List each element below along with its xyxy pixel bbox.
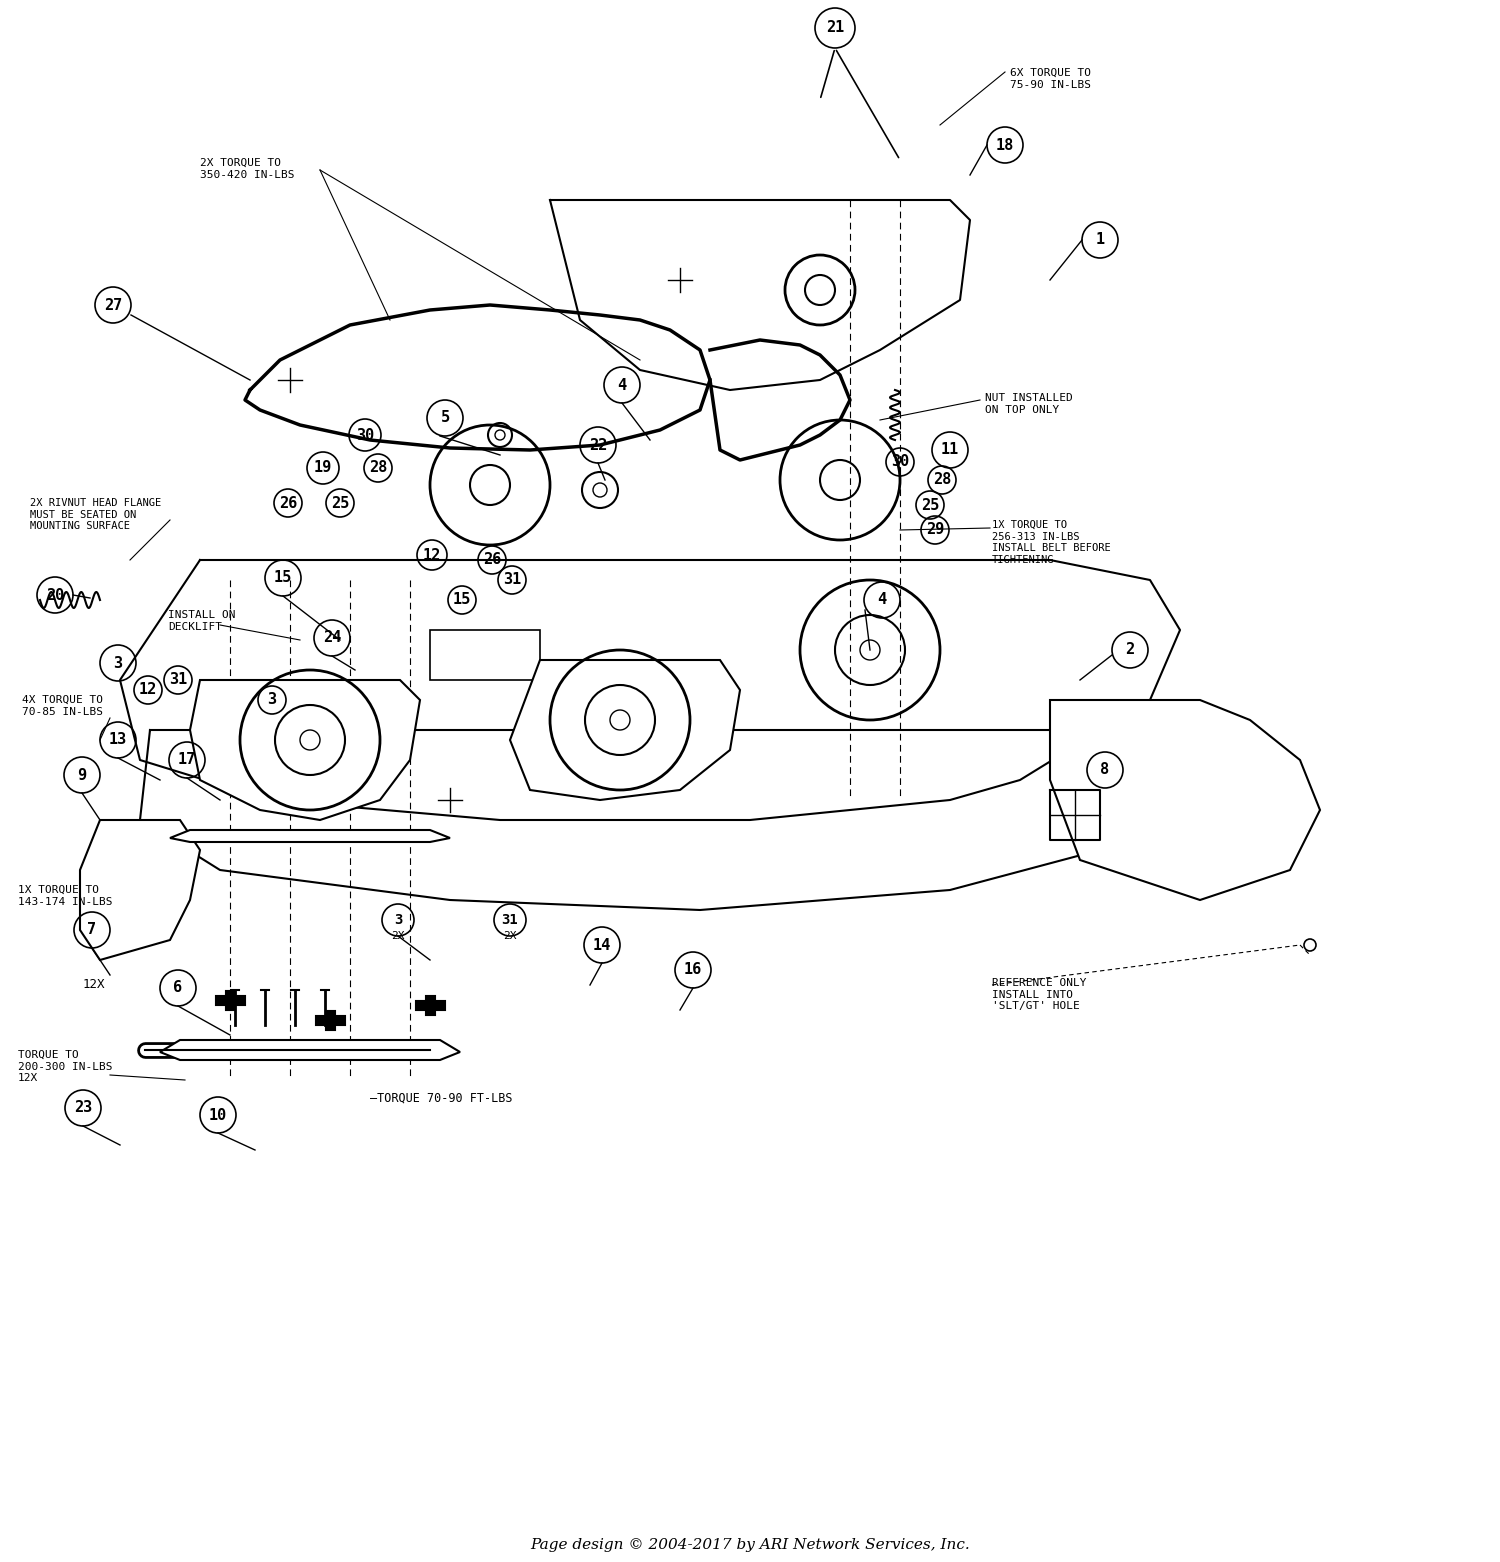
Text: REFERENCE ONLY
INSTALL INTO
'SLT/GT' HOLE: REFERENCE ONLY INSTALL INTO 'SLT/GT' HOL… (992, 978, 1086, 1011)
Text: 9: 9 (78, 767, 87, 783)
Text: 13: 13 (110, 733, 128, 748)
Text: 12X: 12X (82, 978, 105, 992)
Text: 12: 12 (423, 548, 441, 562)
Text: 11: 11 (940, 442, 958, 458)
Text: 4: 4 (878, 592, 886, 608)
Text: 16: 16 (684, 962, 702, 978)
Text: 18: 18 (996, 137, 1014, 153)
Text: 6X TORQUE TO
75-90 IN-LBS: 6X TORQUE TO 75-90 IN-LBS (1010, 69, 1090, 89)
Text: 1: 1 (1095, 233, 1104, 247)
Text: 27: 27 (104, 297, 122, 312)
Text: 29: 29 (926, 523, 944, 537)
Text: 25: 25 (921, 498, 939, 512)
Text: 4: 4 (618, 378, 627, 392)
Polygon shape (140, 729, 1170, 911)
Text: 1X TORQUE TO
143-174 IN-LBS: 1X TORQUE TO 143-174 IN-LBS (18, 886, 112, 906)
Text: 3: 3 (267, 692, 276, 708)
Text: 31: 31 (501, 914, 519, 926)
Text: 6: 6 (174, 981, 183, 995)
Text: 31: 31 (170, 673, 188, 687)
Text: 12: 12 (140, 683, 158, 698)
Text: 15: 15 (274, 570, 292, 586)
Text: Page design © 2004-2017 by ARI Network Services, Inc.: Page design © 2004-2017 by ARI Network S… (530, 1539, 970, 1553)
Text: 1X TORQUE TO
256-313 IN-LBS
INSTALL BELT BEFORE
TIGHTENING: 1X TORQUE TO 256-313 IN-LBS INSTALL BELT… (992, 520, 1110, 565)
Text: 2X: 2X (503, 931, 516, 940)
Text: 26: 26 (279, 495, 297, 511)
Polygon shape (170, 829, 450, 842)
Text: 17: 17 (178, 753, 196, 767)
Polygon shape (120, 561, 1180, 820)
Polygon shape (550, 200, 970, 390)
Text: 21: 21 (827, 20, 844, 36)
Text: 2X TORQUE TO
350-420 IN-LBS: 2X TORQUE TO 350-420 IN-LBS (200, 158, 294, 180)
Text: 26: 26 (483, 553, 501, 567)
Text: INSTALL ON
DECKLIFT: INSTALL ON DECKLIFT (168, 611, 236, 631)
Text: 24: 24 (322, 631, 340, 645)
Text: ARI: ARI (591, 700, 909, 862)
Text: 3: 3 (114, 656, 123, 670)
Text: 5: 5 (441, 411, 450, 425)
Polygon shape (80, 820, 200, 961)
Text: 31: 31 (503, 573, 520, 587)
Text: 10: 10 (209, 1107, 226, 1123)
Text: 7: 7 (87, 923, 96, 937)
Text: 28: 28 (933, 472, 951, 487)
Text: 8: 8 (1101, 762, 1110, 778)
Text: 22: 22 (590, 437, 608, 453)
Text: 2X RIVNUT HEAD FLANGE
MUST BE SEATED ON
MOUNTING SURFACE: 2X RIVNUT HEAD FLANGE MUST BE SEATED ON … (30, 498, 162, 531)
Text: NUT INSTALLED
ON TOP ONLY: NUT INSTALLED ON TOP ONLY (986, 394, 1072, 414)
Polygon shape (160, 1040, 460, 1061)
Text: 20: 20 (46, 587, 64, 603)
Text: 19: 19 (314, 461, 332, 475)
Text: 28: 28 (369, 461, 387, 475)
Text: 2: 2 (1125, 642, 1134, 658)
Text: 4X TORQUE TO
70-85 IN-LBS: 4X TORQUE TO 70-85 IN-LBS (22, 695, 104, 717)
Text: 14: 14 (592, 937, 610, 953)
Text: 15: 15 (453, 592, 471, 608)
Text: 3: 3 (394, 914, 402, 926)
Text: —TORQUE 70-90 FT-LBS: —TORQUE 70-90 FT-LBS (370, 1092, 513, 1104)
Text: 30: 30 (356, 428, 374, 442)
Polygon shape (510, 661, 740, 800)
Text: 23: 23 (74, 1101, 92, 1115)
Text: 30: 30 (891, 455, 909, 470)
Text: 25: 25 (332, 495, 350, 511)
Polygon shape (1050, 700, 1320, 900)
Polygon shape (430, 629, 540, 679)
Text: 2X: 2X (392, 931, 405, 940)
Text: TORQUE TO
200-300 IN-LBS
12X: TORQUE TO 200-300 IN-LBS 12X (18, 1050, 112, 1082)
Polygon shape (190, 679, 420, 820)
